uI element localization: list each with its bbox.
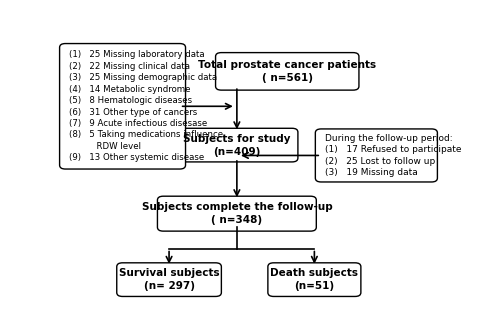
FancyBboxPatch shape [60,44,186,169]
Text: Subjects complete the follow-up
( n=348): Subjects complete the follow-up ( n=348) [142,202,332,225]
Text: Death subjects
(n=51): Death subjects (n=51) [270,268,358,291]
FancyBboxPatch shape [316,129,438,182]
Text: During the follow-up period:
(1)   17 Refused to participate
(2)   25 Lost to fo: During the follow-up period: (1) 17 Refu… [325,134,462,177]
FancyBboxPatch shape [117,263,222,296]
FancyBboxPatch shape [268,263,361,296]
FancyBboxPatch shape [216,53,359,90]
Text: Total prostate cancer patients
( n=561): Total prostate cancer patients ( n=561) [198,60,376,83]
Text: (1)   25 Missing laboratory data
(2)   22 Missing clinical data
(3)   25 Missing: (1) 25 Missing laboratory data (2) 22 Mi… [70,50,224,162]
FancyBboxPatch shape [158,196,316,231]
FancyBboxPatch shape [176,128,298,162]
Text: Subjects for study
(n=409): Subjects for study (n=409) [183,134,290,157]
Text: Survival subjects
(n= 297): Survival subjects (n= 297) [119,268,220,291]
